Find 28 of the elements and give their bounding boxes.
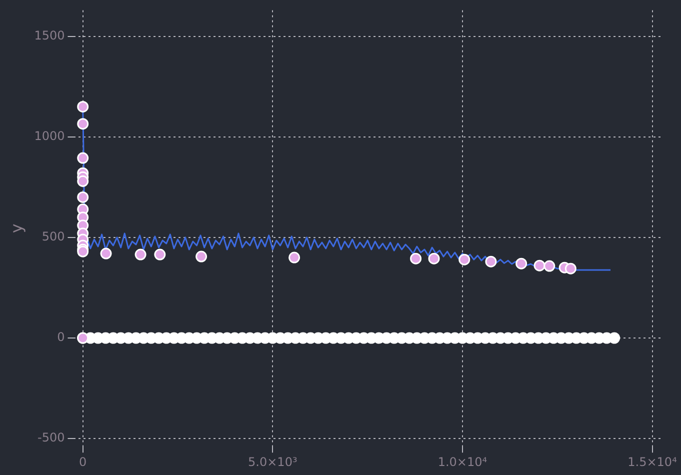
point <box>77 152 89 164</box>
point <box>77 191 89 203</box>
point <box>534 260 546 272</box>
y-tick-label: 0 <box>57 330 65 344</box>
y-tick-label: 1000 <box>34 129 65 144</box>
y-tick-label: -500 <box>38 430 65 445</box>
x-tick-label: 0 <box>79 454 87 469</box>
point <box>564 262 576 274</box>
point <box>485 256 497 268</box>
point <box>544 260 556 272</box>
x-tick-label: 1.0×10⁴ <box>438 454 488 469</box>
point <box>100 248 112 260</box>
x-tick-label: 1.5×10⁴ <box>628 454 678 469</box>
x-tick-label: 5.0×10³ <box>248 454 298 469</box>
point <box>428 252 440 264</box>
y-tick-label: 500 <box>42 230 65 244</box>
y-axis-title: y <box>6 224 26 234</box>
y-tick-label: 1500 <box>34 28 65 42</box>
point <box>77 100 89 112</box>
point <box>516 258 528 270</box>
point <box>77 175 89 187</box>
point <box>288 252 300 264</box>
point <box>196 250 208 262</box>
point <box>458 254 470 266</box>
point <box>134 248 146 260</box>
point <box>154 248 166 260</box>
point <box>77 118 89 130</box>
point <box>410 252 422 264</box>
